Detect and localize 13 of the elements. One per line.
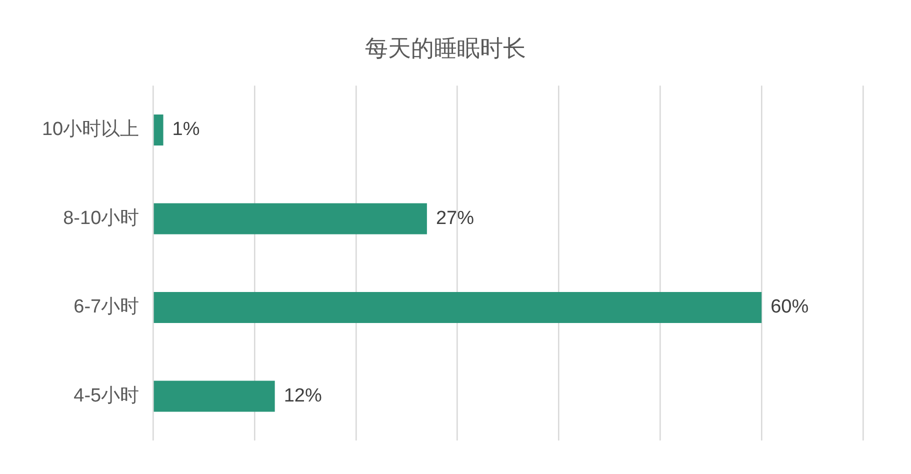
bar [154,203,427,234]
bar [154,380,275,412]
y-tick-label: 6-7小时 [74,296,140,318]
y-tick-label: 8-10小时 [63,208,140,229]
chart-title: 每天的睡眠时长 [365,35,526,62]
data-label: 12% [284,385,322,406]
data-label: 27% [436,208,474,229]
y-tick-label: 10小时以上 [42,119,140,140]
data-label: 1% [172,119,200,140]
data-label: 60% [770,296,809,318]
bar [154,114,164,146]
bar [154,292,762,324]
y-tick-label: 4-5小时 [74,385,140,406]
